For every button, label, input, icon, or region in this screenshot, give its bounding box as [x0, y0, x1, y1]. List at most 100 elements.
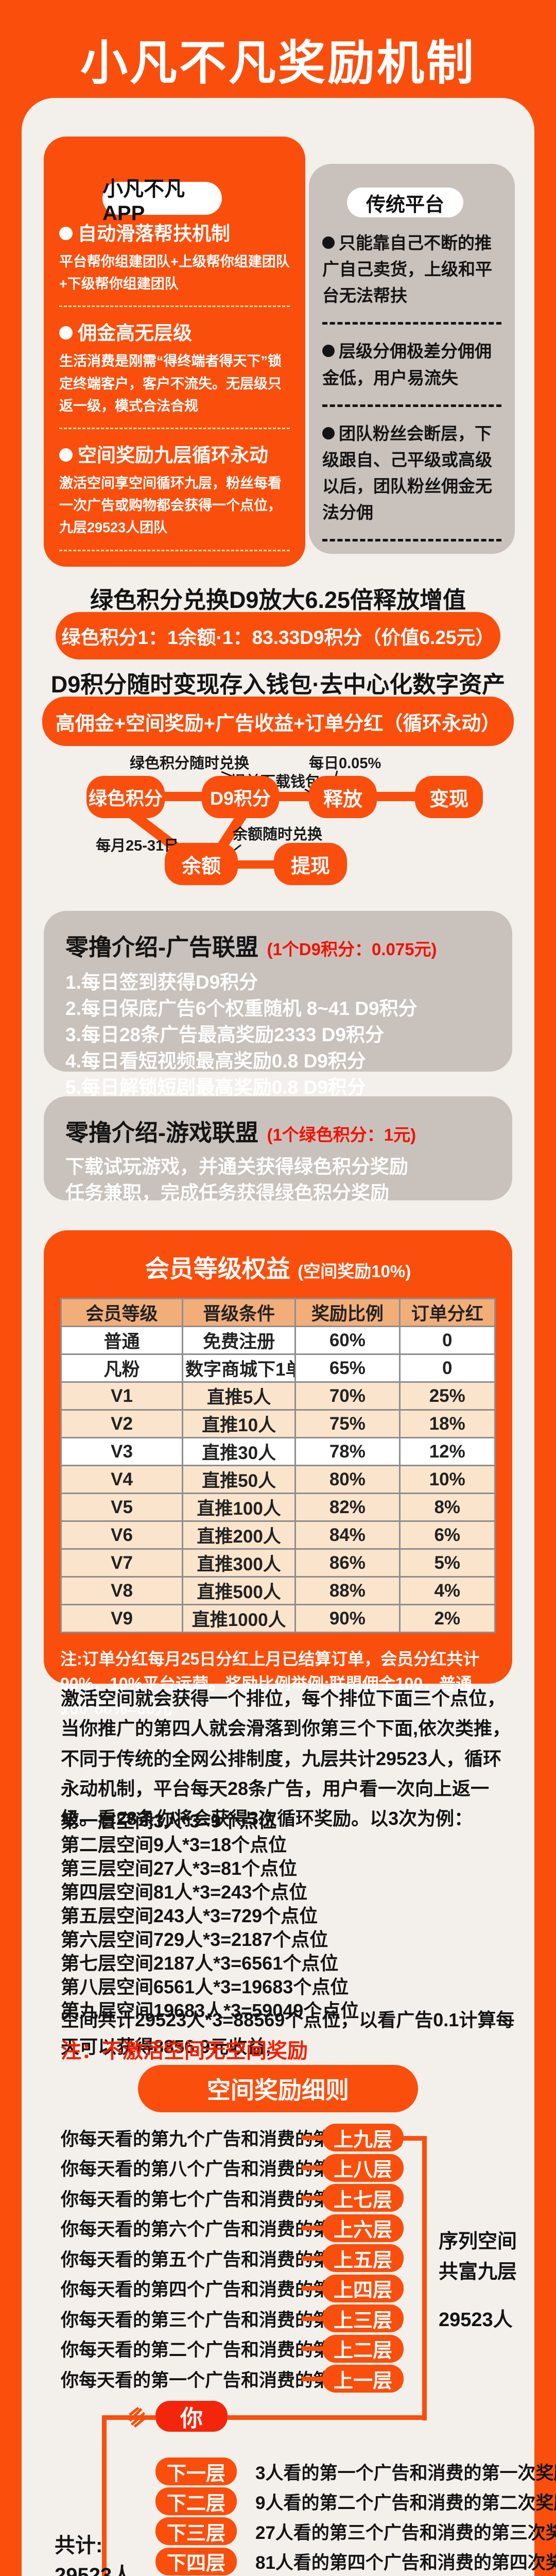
- cell: 6%: [398, 1520, 496, 1550]
- cell: V8: [60, 1576, 184, 1605]
- layer-tag: 下二层: [155, 2487, 237, 2516]
- space-layer-line: 第九层空间19683人*3=59049个点位: [61, 2000, 359, 2021]
- table-header-row: 会员等级 晋级条件 奖励比例 订单分红: [60, 1298, 496, 1327]
- upper-layer-row: 你每天看的第三个广告和消费的第三次奖励 上三层: [0, 2303, 556, 2334]
- flow-node-d9-points: D9积分: [202, 776, 279, 818]
- traditional-label-badge: 传统平台: [347, 188, 463, 217]
- game-alliance-line: 任务兼职，完成任务获得绿色积分奖励: [65, 1182, 389, 1204]
- upper-layers-diagram: 你每天看的第九个广告和消费的第九次奖励 上九层 你每天看的第八个广告和消费的第八次…: [0, 2123, 556, 2394]
- bullet-dot-icon: [59, 326, 73, 340]
- cell: 90%: [294, 1604, 401, 1633]
- cell: 8%: [398, 1493, 496, 1522]
- ad-alliance-item: 2.每日保底广告6个权重随机 8~41 D9积分: [65, 998, 418, 1020]
- app-item-heading: 自动滑落帮扶机制: [59, 218, 290, 246]
- left-spine-vertical-line: [102, 2415, 107, 2576]
- dashed-divider: [59, 427, 290, 429]
- flow-node-cash-out: 变现: [415, 776, 483, 818]
- table-row: V8 直推500人 88% 4%: [60, 1576, 496, 1605]
- connector-line: [302, 2286, 322, 2291]
- ad-alliance-item: 3.每日28条广告最高奖励2333 D9积分: [65, 1024, 384, 1046]
- layer-tag: 下三层: [155, 2517, 237, 2546]
- cell: 65%: [294, 1353, 401, 1383]
- income-combo-badge: 高佣金+空间奖励+广告收益+订单分红（循环永动）: [42, 697, 514, 746]
- cell: 18%: [398, 1409, 496, 1438]
- bullet-dot-icon: [59, 227, 73, 240]
- ad-alliance-card: 零撸介绍-广告联盟 (1个D9积分：0.075元) 1.每日签到获得D9积分 2…: [44, 911, 512, 1098]
- ad-alliance-item: 5.每日解锁短剧最高奖励0.8 D9积分: [65, 1077, 366, 1098]
- dashed-divider: [59, 549, 290, 551]
- cell: 60%: [294, 1326, 401, 1355]
- bullet-dot-icon: [59, 448, 73, 462]
- table-row: 凡粉 数字商城下1单 65% 0: [60, 1353, 496, 1383]
- dashed-divider: [322, 539, 501, 542]
- left-spine-top-line: [102, 2415, 155, 2420]
- cell: 88%: [294, 1576, 401, 1605]
- flow-node-withdraw: 提现: [274, 843, 347, 885]
- table-row: V7 直推300人 86% 5%: [60, 1548, 496, 1578]
- flow-label-balance-exchange: 余额随时兑换: [233, 826, 323, 843]
- bullet-dot-icon: [322, 427, 335, 439]
- exchange-rate-badge: 绿色积分1：1余额·1：83.33D9积分（价值6.25元）: [56, 612, 500, 659]
- upper-layer-row: 你每天看的第七个广告和消费的第七次奖励 上七层: [0, 2183, 556, 2213]
- cell: 直推5人: [182, 1381, 297, 1411]
- app-item-desc: 生活消费是刚需“得终端者得天下”锁定终端客户，客户不流失。无层级只返一级，模式合…: [59, 353, 282, 414]
- cell: 直推1000人: [182, 1604, 297, 1633]
- cell: 直推50人: [182, 1465, 297, 1494]
- space-total-line: 空间共计29523人*3=88569个点位，以看广告0.1计算每天可以获得885…: [61, 2009, 515, 2057]
- flow-label-daily-rate: 每日0.05%: [309, 755, 381, 772]
- space-layer-line: 第四层空间81人*3=243个点位: [61, 1882, 308, 1903]
- app-item-heading: 空间奖励九层循环永动: [59, 439, 290, 467]
- traditional-item: 团队粉丝会断层，下级跟自、己平级或高级以后，团队粉丝佣金无法分佣: [322, 423, 492, 522]
- table-row: 普通 免费注册 60% 0: [60, 1326, 496, 1355]
- col-header: 晋级条件: [182, 1298, 297, 1327]
- bullet-dot-icon: [322, 236, 335, 249]
- connector-line: [302, 2135, 322, 2140]
- cell: V9: [60, 1604, 184, 1633]
- game-alliance-rate: (1个绿色积分：1元): [267, 1125, 416, 1144]
- space-layer-line: 第五层空间243人*3=729个点位: [61, 1905, 318, 1926]
- table-row: V2 直推10人 75% 18%: [60, 1409, 496, 1438]
- cell: 84%: [294, 1520, 401, 1550]
- cell: 25%: [398, 1381, 496, 1411]
- traditional-item: 只能靠自己不断的推广自己卖货，上级和平台无法帮扶: [322, 233, 492, 306]
- layer-tag: 上八层: [322, 2154, 404, 2182]
- total-people-label: 共计: 29523人: [55, 2534, 133, 2576]
- cell: V2: [60, 1409, 184, 1438]
- cell: 4%: [398, 1576, 496, 1605]
- lower-layer-row: 下四层81人看的第四个广告和消费的第四次奖励给你: [0, 2547, 556, 2576]
- lower-layer-row: 下二层9人看的第二个广告和消费的第二次奖励给你: [0, 2486, 556, 2516]
- connector-line: [302, 2165, 322, 2171]
- cell: V3: [60, 1437, 184, 1466]
- upper-layer-row: 你每天看的第一个广告和消费的第一次奖励 上一层: [0, 2364, 556, 2394]
- cell: 直推10人: [182, 1409, 297, 1438]
- you-node: 你: [155, 2401, 228, 2432]
- right-bracket-bottom-line: [228, 2415, 427, 2420]
- table-row: V1 直推5人 70% 25%: [60, 1381, 496, 1411]
- cell: 70%: [294, 1381, 401, 1411]
- space-layer-line: 第八层空间6561人*3=19683个点位: [61, 1976, 349, 1997]
- cell: 80%: [294, 1465, 401, 1494]
- space-layer-list: 第一层空间3人*3=9个点位 第二层空间9人*3=18个点位 第三层空间27人*…: [61, 1809, 359, 2023]
- layer-tag: 上五层: [322, 2244, 404, 2273]
- exchange-title: 绿色积分兑换D9放大6.25倍释放增值: [90, 587, 466, 613]
- space-layer-line: 第七层空间2187人*3=6561个点位: [61, 1953, 339, 1974]
- app-label-badge: 小凡不凡APP: [102, 178, 222, 225]
- app-item-desc: 平台帮你组建团队+上级帮你组建团队+下级帮你组建团队: [59, 254, 290, 292]
- upper-layer-row: 你每天看的第八个广告和消费的第八次奖励 上八层: [0, 2153, 556, 2183]
- connector-line: [302, 2316, 322, 2321]
- dashed-divider: [322, 322, 501, 325]
- right-bracket-top-line: [397, 2136, 427, 2141]
- sequence-space-label: 序列空间 共富九层 29523人: [439, 2231, 517, 2331]
- cell: V6: [60, 1520, 184, 1550]
- membership-subtitle: (空间奖励10%): [298, 1262, 411, 1281]
- layer-tag: 上七层: [322, 2184, 404, 2212]
- flow-label-monthly-window: 每月25-31日: [96, 838, 179, 854]
- cell: 直推200人: [182, 1520, 297, 1550]
- layer-tag: 上六层: [322, 2214, 404, 2242]
- ad-alliance-title-row: 零撸介绍-广告联盟 (1个D9积分：0.075元): [65, 928, 491, 962]
- table-row: V3 直推30人 78% 12%: [60, 1437, 496, 1466]
- lower-layer-row: 下一层3人看的第一个广告和消费的第一次奖励给你: [0, 2456, 556, 2486]
- ad-alliance-rate: (1个D9积分：0.075元): [267, 940, 437, 959]
- app-item-desc: 激活空间享空间循环九层，粉丝每看一次广告或购物都会获得一个点位，九层29523人…: [59, 475, 282, 536]
- cell: 直推500人: [182, 1576, 297, 1605]
